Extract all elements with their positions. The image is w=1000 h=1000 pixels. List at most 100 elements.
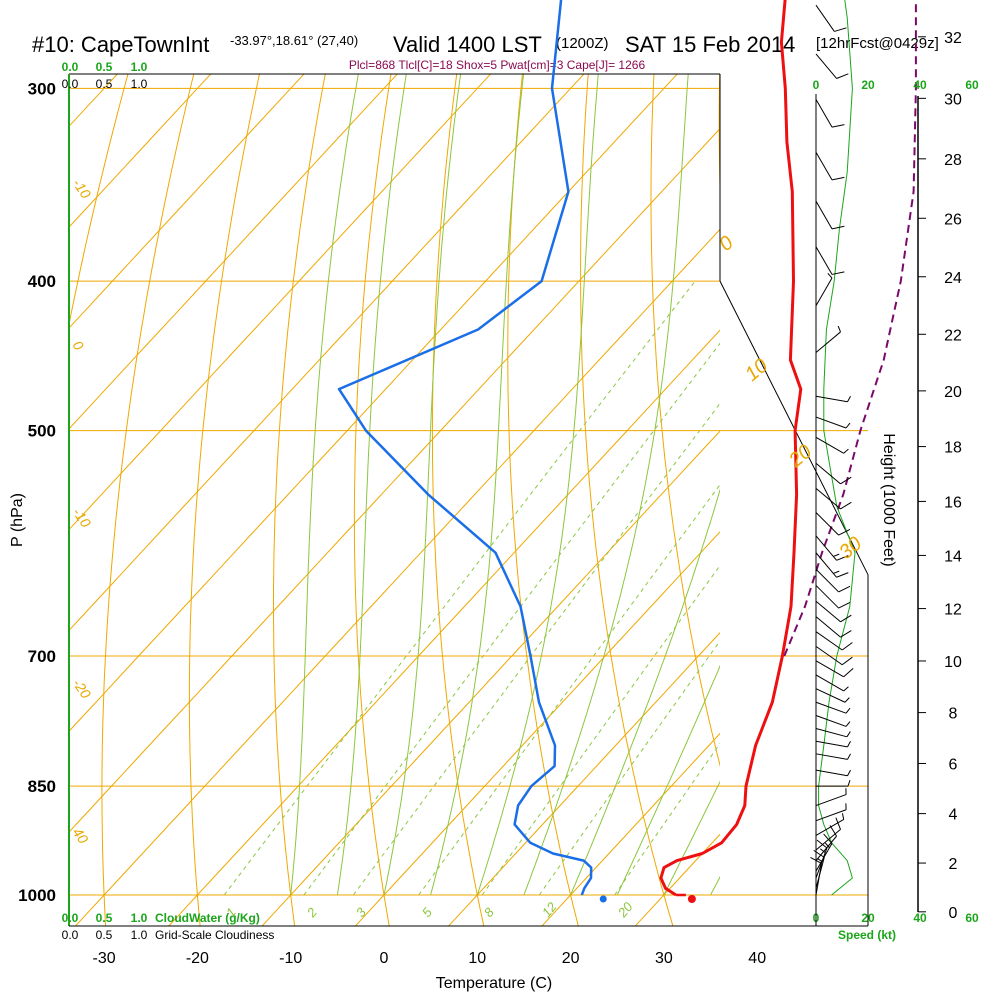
wind-barb	[815, 585, 851, 609]
wind-barb	[815, 740, 851, 748]
x-tick-0: 0	[380, 950, 389, 967]
wind-barb-staff	[815, 4, 835, 32]
cloudiness-scale-top: 1.0	[131, 77, 148, 91]
wind-barb-staff	[815, 728, 848, 738]
cloudwater-scale-bottom: 1.0	[131, 911, 148, 925]
isotherm--40	[69, 127, 720, 833]
frame-right-diagonal	[719, 280, 869, 926]
wind-barb-staff	[815, 512, 839, 536]
isotherm--90	[69, 74, 305, 329]
height-label-18: 18	[944, 440, 962, 457]
height-label-10: 10	[944, 654, 962, 671]
wind-barb-staff	[815, 857, 825, 889]
speed-tick-top: 20	[861, 78, 875, 92]
wind-barb	[815, 246, 845, 275]
wind-barb-half	[845, 721, 851, 727]
x-tick-10: 10	[468, 950, 486, 967]
wind-barb-flag	[831, 271, 845, 275]
wind-barb	[815, 788, 847, 807]
wind-barb	[815, 833, 833, 872]
wind-barb	[815, 769, 851, 777]
wind-barb-flag	[831, 225, 845, 230]
wind-speed-line	[818, 0, 856, 896]
wind-barb	[815, 436, 849, 454]
wind-barb-staff	[815, 740, 848, 748]
wind-barb-staff	[815, 701, 847, 714]
dry-adiabat	[188, 74, 260, 926]
height-label-8: 8	[949, 706, 958, 723]
wind-barb-staff	[815, 53, 837, 79]
dry-adiabat-label: -10	[70, 505, 95, 531]
moist-adiabat	[523, 74, 689, 896]
wind-barb-staff	[815, 660, 844, 678]
isotherm--10	[261, 430, 720, 926]
wind-barb	[815, 645, 853, 666]
wind-barb-half	[847, 753, 851, 760]
moist-adiabat	[570, 488, 720, 896]
isotherm--20	[168, 329, 720, 926]
wind-barb-flag	[840, 501, 852, 510]
mixing-ratio-label: 5	[419, 904, 436, 920]
mixing-ratio-label: 2	[303, 904, 320, 921]
wind-barb	[815, 817, 841, 851]
isotherm-20	[541, 732, 720, 926]
wind-barb	[815, 535, 849, 561]
wind-barb	[815, 4, 847, 32]
sounding-indices: Plcl=868 Tlcl[C]=18 Shox=5 Pwat[cm]=3 Ca…	[349, 58, 646, 72]
mixing-ratio-20	[614, 742, 720, 896]
wind-barb	[815, 701, 851, 714]
speed-axis-title: Speed (kt)	[838, 928, 896, 942]
dry-adiabat	[273, 74, 326, 926]
cloudwater-scale-top: 1.0	[131, 60, 148, 74]
moist-adiabat	[616, 664, 720, 896]
wind-barb-staff	[815, 246, 833, 275]
valid-time: Valid 1400 LST	[393, 32, 542, 57]
dry-adiabat	[580, 74, 674, 926]
axes: -20-100102030-10400123581220250300400500…	[18, 30, 962, 967]
wind-barb-staff	[815, 151, 833, 181]
wind-barb-staff	[815, 331, 841, 353]
dry-adiabat-label: -20	[70, 676, 95, 702]
wind-barb-staff	[815, 395, 848, 403]
wind-barb	[815, 753, 851, 760]
dry-adiabat	[101, 74, 195, 926]
wind-barb-staff	[815, 843, 833, 872]
cloudiness-scale-top: 0.0	[62, 77, 79, 91]
wind-barb	[815, 416, 851, 429]
dry-adiabat	[650, 74, 720, 768]
wind-barb	[815, 151, 845, 181]
station-coords: -33.97°,18.61° (27,40)	[230, 33, 358, 48]
wind-barb-staff	[815, 616, 841, 638]
wind-barb-flag	[840, 614, 852, 623]
wind-barb-half	[819, 848, 826, 854]
y-axis-title: P (hPa)	[9, 493, 26, 547]
cloudwater-scale-bottom: 0.0	[62, 911, 79, 925]
wind-barb-staff	[815, 552, 837, 578]
wind-barb-staff	[815, 568, 839, 593]
wind-barb	[815, 462, 852, 485]
plot-frame	[68, 73, 869, 927]
wind-barb-flag	[831, 124, 845, 128]
wind-barb	[815, 674, 849, 692]
wind-barb-half	[845, 422, 851, 429]
wind-barb	[815, 660, 854, 678]
wind-barb	[815, 728, 851, 738]
isotherm--60	[69, 74, 585, 632]
speed-tick-bottom: 40	[913, 911, 927, 925]
wind-barb-staff	[815, 200, 833, 230]
wind-barb-staff	[815, 688, 846, 703]
valid-date: SAT 15 Feb 2014	[625, 32, 795, 57]
cloudiness-scale-bottom: 1.0	[131, 928, 148, 942]
x-tick--20: -20	[186, 950, 209, 967]
surface-dewpoint-dot	[599, 895, 607, 903]
wind-barb	[815, 512, 851, 536]
wind-barb-staff	[815, 715, 847, 727]
mixing-ratio-label: 8	[481, 904, 498, 920]
wind-barb-flag	[823, 833, 833, 844]
dry-adiabat	[912, 0, 1000, 934]
wind-barb-staff	[815, 277, 833, 307]
moist-adiabat	[336, 74, 407, 896]
wind-barb	[815, 715, 851, 727]
pressure-label-700: 700	[28, 647, 56, 666]
